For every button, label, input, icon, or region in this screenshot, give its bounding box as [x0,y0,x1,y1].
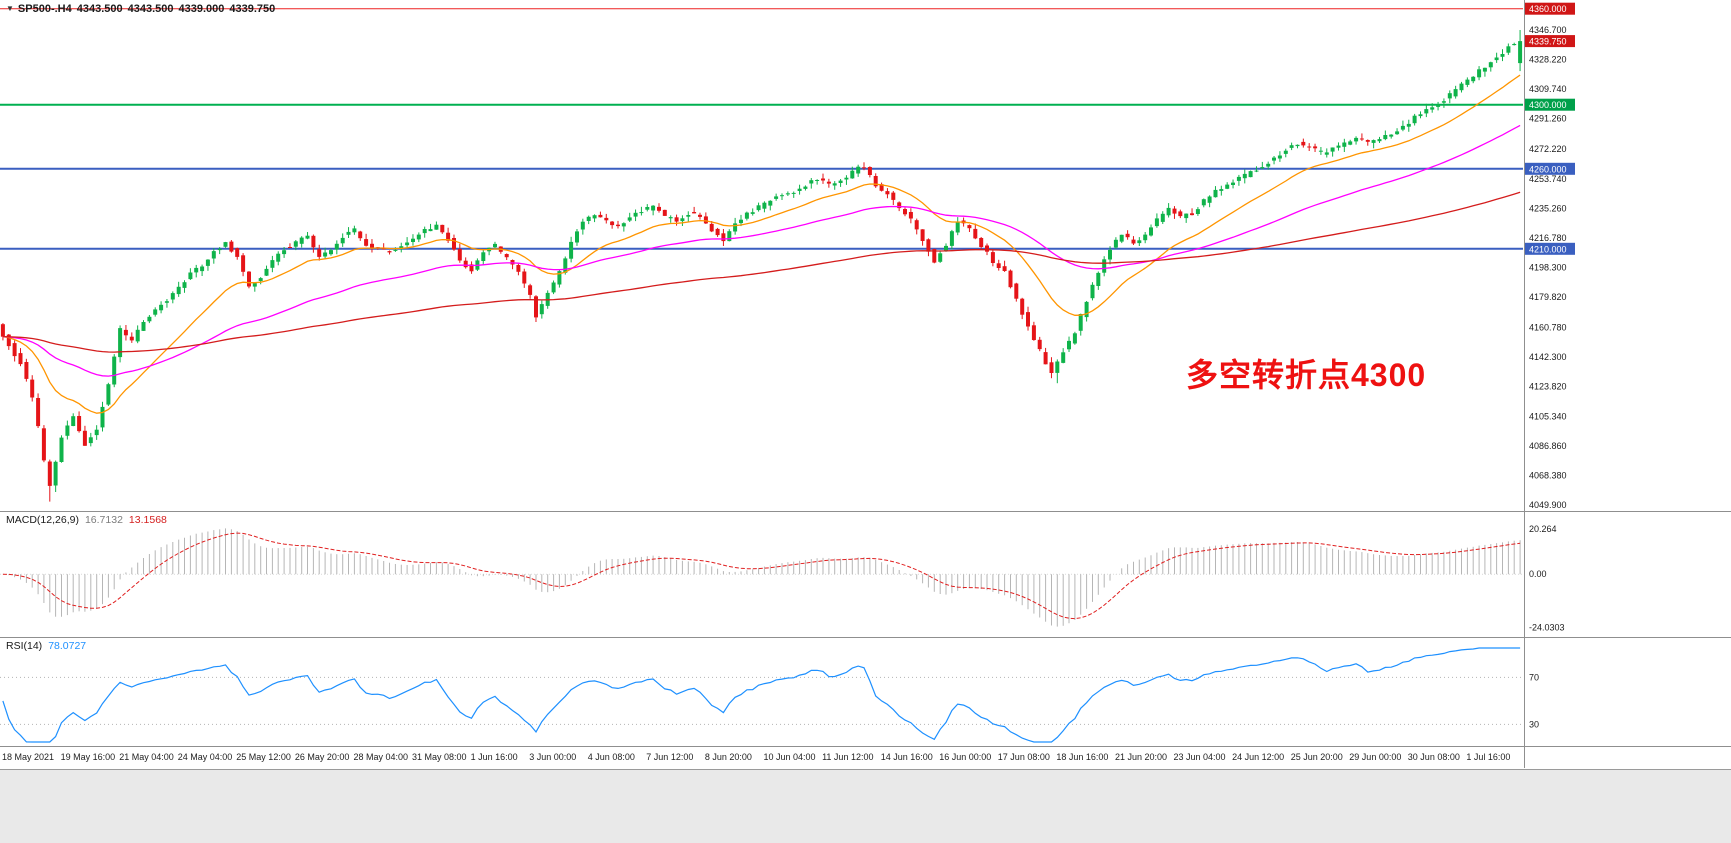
rsi-indicator-header: RSI(14) 78.0727 [6,640,86,652]
price-tag-level-4360 [1525,2,1575,15]
time-label: 1 Jul 16:00 [1466,752,1510,762]
time-label: 3 Jun 00:00 [529,752,576,762]
quote-low: 4339.000 [178,3,225,15]
ma-line-medium-magenta [2,124,1521,377]
time-label: 25 May 12:00 [236,752,291,762]
time-label: 28 May 04:00 [354,752,409,762]
rsi-level-label: 30 [1529,719,1539,729]
chart-canvas[interactable]: 4346.700 4328.220 4309.740 4291.260 4272.220… [0,0,1731,769]
time-label: 25 Jun 20:00 [1291,752,1343,762]
time-label: 21 Jun 20:00 [1115,752,1167,762]
time-label: 10 Jun 04:00 [764,752,816,762]
price-tick: 4105.340 [1529,411,1567,421]
time-label: 8 Jun 20:00 [705,752,752,762]
time-label: 7 Jun 12:00 [646,752,693,762]
svg-text:4260.000: 4260.000 [1529,164,1567,174]
time-label: 18 May 2021 [2,752,54,762]
time-label: 29 Jun 00:00 [1349,752,1401,762]
macd-label: MACD(12,26,9) [6,514,79,526]
svg-text:4300.000: 4300.000 [1529,100,1567,110]
price-axis[interactable]: 4346.700 4328.220 4309.740 4291.260 4272.220… [1525,2,1575,510]
price-tick: 4235.260 [1529,203,1567,213]
price-tick: 4123.820 [1529,382,1567,392]
price-tick: 4198.300 [1529,263,1567,273]
macd-main-value: 16.7132 [84,514,123,526]
time-label: 16 Jun 00:00 [939,752,991,762]
time-label: 18 Jun 16:00 [1056,752,1108,762]
price-tick: 4049.900 [1529,500,1567,510]
level-lines[interactable] [0,8,1523,250]
price-tick: 4160.780 [1529,323,1567,333]
symbol-dropdown-icon[interactable]: ▼ [6,4,14,13]
price-tick: 4309.740 [1529,84,1567,94]
time-label: 24 Jun 12:00 [1232,752,1284,762]
rsi-value: 78.0727 [48,640,87,652]
svg-text:4339.750: 4339.750 [1529,37,1567,47]
macd-signal-value: 13.1568 [128,514,167,526]
price-tag-level-4300 [1525,98,1575,111]
macd-indicator-header: MACD(12,26,9) 16.7132 13.1568 [6,514,167,526]
price-tick: 4346.700 [1529,25,1567,35]
rsi-panel[interactable]: 70 30 [0,647,1539,743]
macd-tick: -24.0303 [1529,623,1565,633]
price-tick: 4291.260 [1529,114,1567,124]
time-label: 31 May 08:00 [412,752,467,762]
time-label: 21 May 04:00 [119,752,174,762]
price-tag-current [1525,35,1575,48]
macd-tick: 20.264 [1529,524,1557,534]
rsi-label: RSI(14) [6,640,43,652]
price-tick: 4142.300 [1529,352,1567,362]
time-axis[interactable]: 18 May 2021 19 May 16:00 21 May 04:00 24 Ma… [2,752,1510,762]
macd-panel[interactable]: 20.264 0.00 -24.0303 [0,524,1565,633]
quote-open: 4343.500 [76,3,123,15]
svg-text:4210.000: 4210.000 [1529,244,1567,254]
quote-high: 4343.500 [127,3,174,15]
time-label: 14 Jun 16:00 [881,752,933,762]
price-tag-level-4260 [1525,162,1575,175]
time-label: 4 Jun 08:00 [588,752,635,762]
ma-line-fast-orange [2,74,1521,414]
price-tick: 4328.220 [1529,55,1567,65]
price-tick: 4068.380 [1529,470,1567,480]
window-bottom-strip [0,769,1731,843]
time-label: 1 Jun 16:00 [471,752,518,762]
ma-line-slow-red [2,191,1521,353]
rsi-level-label: 70 [1529,672,1539,682]
time-label: 30 Jun 08:00 [1408,752,1460,762]
time-label: 19 May 16:00 [61,752,116,762]
chart-annotation-text: 多空转折点4300 [1186,357,1427,393]
time-label: 26 May 20:00 [295,752,350,762]
time-label: 17 Jun 08:00 [998,752,1050,762]
price-tick: 4253.740 [1529,174,1567,184]
symbol-name: SP500-.H4 [17,3,72,15]
panel-dividers [0,0,1731,768]
price-tick: 4086.860 [1529,441,1567,451]
price-tick: 4179.820 [1529,292,1567,302]
svg-text:4360.000: 4360.000 [1529,4,1567,14]
time-label: 24 May 04:00 [178,752,233,762]
price-tick: 4272.220 [1529,144,1567,154]
price-tag-level-4210 [1525,242,1575,255]
symbol-info-header: ▼ SP500-.H4 4343.500 4343.500 4339.000 4339.7… [6,3,280,15]
time-label: 11 Jun 12:00 [822,752,873,762]
price-tick: 4216.780 [1529,233,1567,243]
rsi-line [2,647,1521,743]
time-label: 23 Jun 04:00 [1174,752,1226,762]
candles-layer[interactable] [0,30,1523,502]
quote-close: 4339.750 [229,3,276,15]
macd-tick: 0.00 [1529,569,1547,579]
macd-signal-line [2,532,1521,620]
